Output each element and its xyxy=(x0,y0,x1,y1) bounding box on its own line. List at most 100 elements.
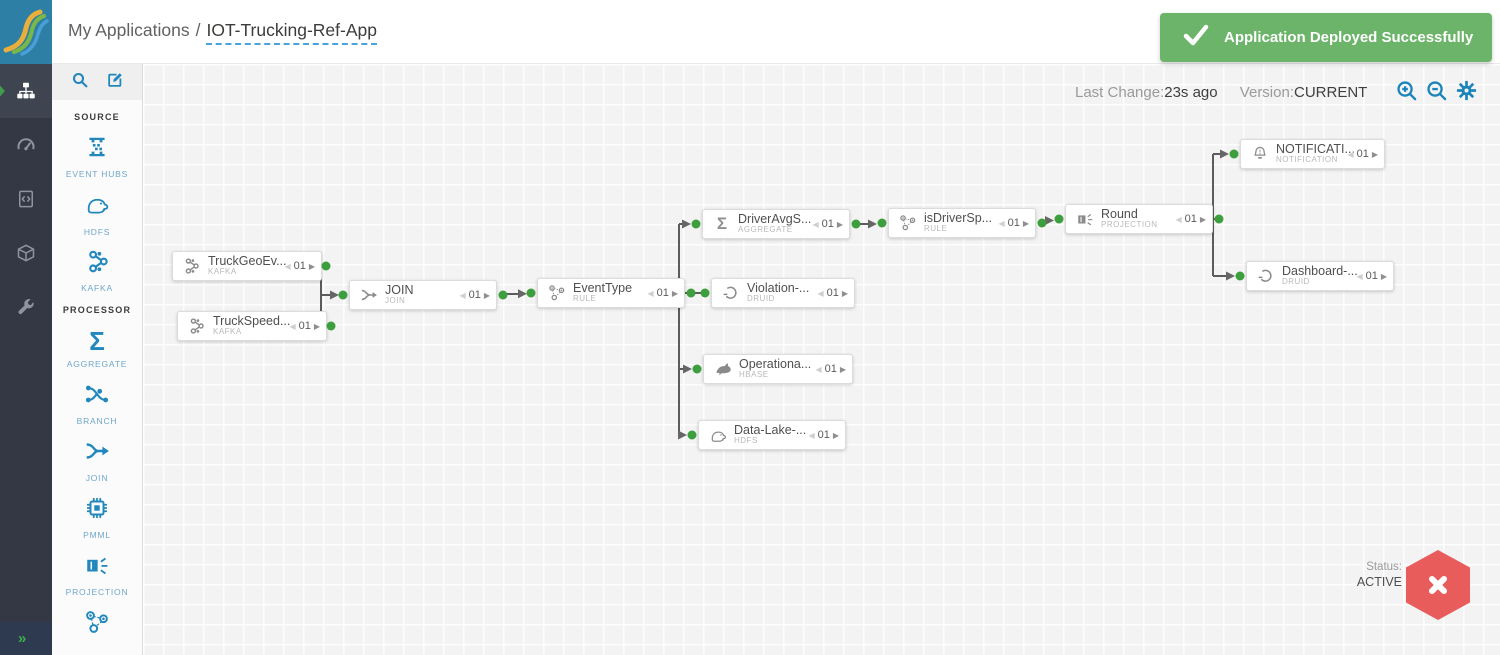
pager-next-icon[interactable]: ▶ xyxy=(1380,271,1387,281)
wrench-icon xyxy=(18,299,34,315)
pmml-chip-icon xyxy=(84,495,110,523)
hdfs-elephant-icon xyxy=(84,191,111,219)
node-pager: ◀ 01 ▶ xyxy=(815,355,846,383)
palette-item-aggregate[interactable]: Σ AGGREGATE xyxy=(52,327,142,369)
pager-prev-icon[interactable]: ◀ xyxy=(289,321,296,331)
node-title: JOIN xyxy=(385,283,414,297)
flow-node-round[interactable]: Round PROJECTION ◀ 01 ▶ xyxy=(1065,204,1213,234)
node-title: Operationa... xyxy=(739,357,812,371)
edit-icon[interactable] xyxy=(106,71,124,94)
sitemap-icon xyxy=(17,82,35,99)
node-pager: ◀ 01 ▶ xyxy=(1347,140,1378,168)
nav-item-schema-registry[interactable] xyxy=(0,172,52,226)
hdfs-elephant-icon xyxy=(706,426,730,445)
node-pager: ◀ 01 ▶ xyxy=(817,279,848,307)
flow-node-eventtype[interactable]: EventType RULE ◀ 01 ▶ xyxy=(537,278,685,308)
hbase-orca-icon xyxy=(711,360,735,379)
pager-next-icon[interactable]: ▶ xyxy=(832,430,839,440)
aggregate-sigma-icon: Σ xyxy=(716,214,728,233)
palette-item-projection[interactable]: PROJECTION xyxy=(52,552,142,597)
pager-next-icon[interactable]: ▶ xyxy=(1199,214,1206,224)
palette-item-branch[interactable]: BRANCH xyxy=(52,381,142,426)
palette-item-label: AGGREGATE xyxy=(66,359,128,369)
pager-next-icon[interactable]: ▶ xyxy=(671,288,678,298)
pager-prev-icon[interactable]: ◀ xyxy=(459,290,466,300)
pager-prev-icon[interactable]: ◀ xyxy=(817,288,824,298)
zoom-out-icon[interactable] xyxy=(1425,79,1448,102)
pager-page: 01 xyxy=(1365,270,1378,282)
pager-prev-icon[interactable]: ◀ xyxy=(1356,271,1363,281)
palette-item-label: JOIN xyxy=(85,473,109,483)
zoom-in-icon[interactable] xyxy=(1395,79,1418,102)
palette-item-kafka[interactable]: KAFKA xyxy=(52,249,142,293)
join-icon xyxy=(357,286,381,304)
palette-item-rule-partial[interactable] xyxy=(52,609,142,640)
node-title: DriverAvgS... xyxy=(738,212,812,226)
settings-gear-icon[interactable] xyxy=(1455,79,1478,102)
node-subtitle: DRUID xyxy=(747,294,775,304)
flow-node-driveravgspeed[interactable]: Σ DriverAvgS... AGGREGATE ◀ 01 ▶ xyxy=(702,209,850,239)
flow-node-dashboard-druid[interactable]: Dashboard-... DRUID ◀ 01 ▶ xyxy=(1246,261,1394,291)
pager-page: 01 xyxy=(298,320,311,332)
pager-prev-icon[interactable]: ◀ xyxy=(998,218,1005,228)
flow-node-truckspeedevent[interactable]: TruckSpeed... KAFKA ◀ 01 ▶ xyxy=(177,311,327,341)
pager-next-icon[interactable]: ▶ xyxy=(1371,149,1378,159)
palette-item-label: HDFS xyxy=(83,227,111,237)
flow-node-join[interactable]: JOIN JOIN ◀ 01 ▶ xyxy=(349,280,497,310)
flow-node-notification[interactable]: NOTIFICATI... NOTIFICATION ◀ 01 ▶ xyxy=(1240,139,1385,169)
node-subtitle: HBASE xyxy=(739,370,769,380)
node-title: Round xyxy=(1101,207,1138,221)
rule-icon xyxy=(896,214,920,232)
expand-sidebar-icon[interactable]: » xyxy=(18,630,27,647)
pager-next-icon[interactable]: ▶ xyxy=(841,288,848,298)
pager-next-icon[interactable]: ▶ xyxy=(836,219,843,229)
version-label: Version: xyxy=(1239,84,1294,101)
streamline-logo[interactable] xyxy=(0,0,52,64)
pager-prev-icon[interactable]: ◀ xyxy=(815,364,822,374)
pager-prev-icon[interactable]: ◀ xyxy=(647,288,654,298)
flow-node-operational-events[interactable]: Operationa... HBASE ◀ 01 ▶ xyxy=(703,354,853,384)
pager-next-icon[interactable]: ▶ xyxy=(313,321,320,331)
pager-next-icon[interactable]: ▶ xyxy=(839,364,846,374)
flow-node-isdriverspeeding[interactable]: isDriverSp... RULE ◀ 01 ▶ xyxy=(888,208,1036,238)
breadcrumb-app-name[interactable]: IOT-Trucking-Ref-App xyxy=(206,20,377,45)
pager-next-icon[interactable]: ▶ xyxy=(483,290,490,300)
palette-item-event-hubs[interactable]: EVENT HUBS xyxy=(52,134,142,179)
canvas-toolbar xyxy=(1395,79,1478,102)
pager-page: 01 xyxy=(824,363,837,375)
pager-page: 01 xyxy=(821,218,834,230)
pager-page: 01 xyxy=(468,289,481,301)
flow-node-data-lake-hdfs[interactable]: Data-Lake-... HDFS ◀ 01 ▶ xyxy=(698,420,846,450)
node-pager: ◀ 01 ▶ xyxy=(1356,262,1387,290)
pager-page: 01 xyxy=(826,287,839,299)
node-subtitle: KAFKA xyxy=(213,327,242,337)
deploy-success-toast: Application Deployed Successfully xyxy=(1160,13,1492,62)
palette-item-hdfs[interactable]: HDFS xyxy=(52,191,142,237)
join-icon xyxy=(84,438,110,466)
status-value: ACTIVE xyxy=(1356,575,1402,589)
nav-item-metrics[interactable] xyxy=(0,118,52,172)
pager-next-icon[interactable]: ▶ xyxy=(308,261,315,271)
breadcrumb-my-applications[interactable]: My Applications xyxy=(68,20,190,40)
flow-node-truckgeoevent[interactable]: TruckGeoEv... KAFKA ◀ 01 ▶ xyxy=(172,251,322,281)
pager-prev-icon[interactable]: ◀ xyxy=(1175,214,1182,224)
pager-prev-icon[interactable]: ◀ xyxy=(284,261,291,271)
pager-prev-icon[interactable]: ◀ xyxy=(1347,149,1354,159)
search-icon[interactable] xyxy=(71,71,89,94)
nav-item-configuration[interactable] xyxy=(0,280,52,334)
palette-item-join[interactable]: JOIN xyxy=(52,438,142,483)
pager-next-icon[interactable]: ▶ xyxy=(1022,218,1029,228)
component-palette: SOURCE EVENT HUBS HDFS KAFKA PROCESSOR Σ… xyxy=(52,64,143,655)
last-change-value: 23s ago xyxy=(1164,84,1218,101)
flow-node-violation-events[interactable]: Violation-... DRUID ◀ 01 ▶ xyxy=(711,278,855,308)
pager-prev-icon[interactable]: ◀ xyxy=(812,219,819,229)
nav-item-topologies[interactable] xyxy=(0,64,52,118)
pager-prev-icon[interactable]: ◀ xyxy=(808,430,815,440)
nav-item-model-registry[interactable] xyxy=(0,226,52,280)
projection-icon xyxy=(84,552,110,580)
node-pager: ◀ 01 ▶ xyxy=(998,209,1029,237)
node-title: Data-Lake-... xyxy=(734,423,807,437)
node-subtitle: RULE xyxy=(573,294,597,304)
palette-item-pmml[interactable]: PMML xyxy=(52,495,142,540)
